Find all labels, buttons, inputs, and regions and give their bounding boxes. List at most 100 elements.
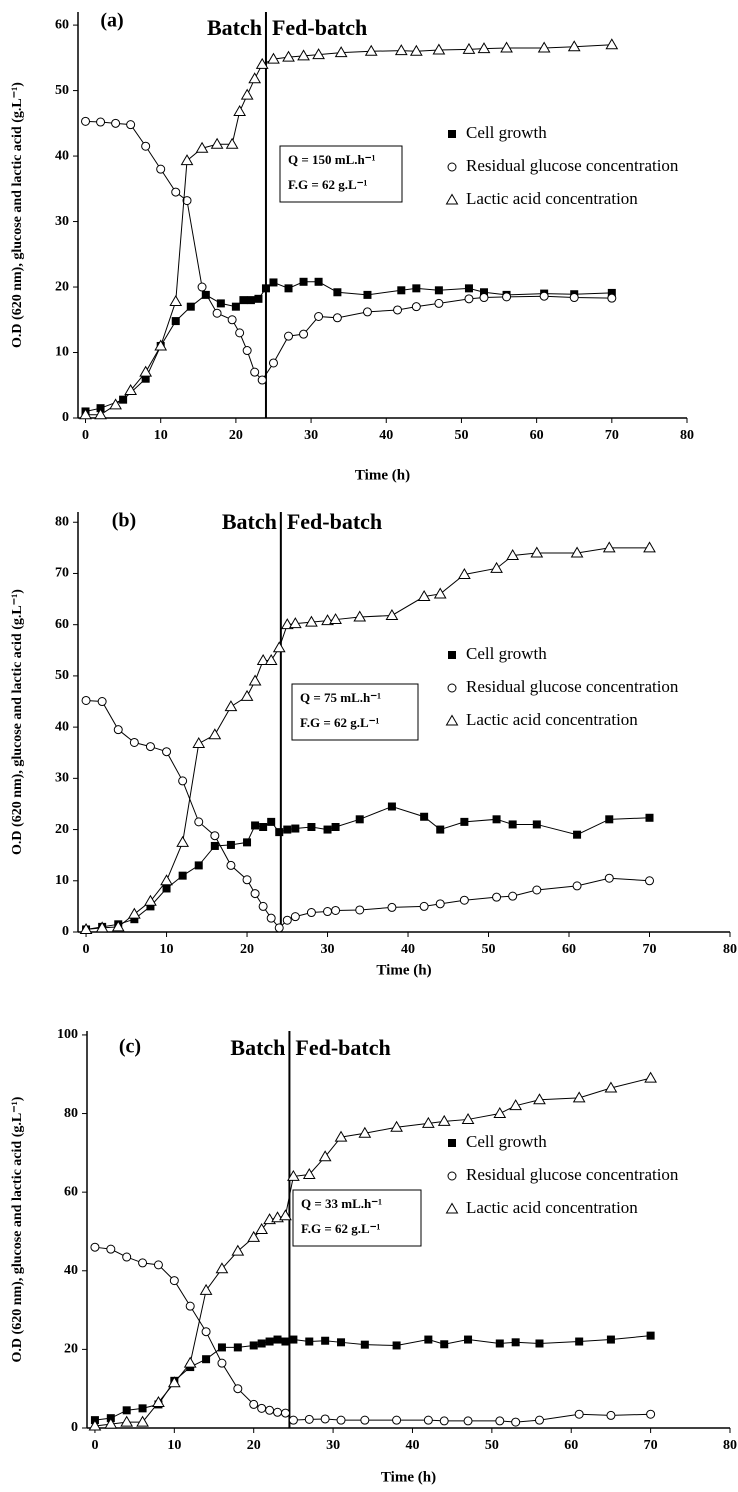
circle-marker	[288, 1415, 298, 1425]
circle-marker	[258, 901, 268, 911]
triangle-marker	[282, 50, 295, 62]
x-tick-label: 80	[680, 428, 694, 443]
x-tick-label: 60	[562, 942, 576, 957]
circle-marker	[463, 1416, 473, 1426]
circle-marker	[129, 737, 139, 747]
square-marker	[239, 296, 248, 305]
square-marker	[392, 1341, 401, 1350]
triangle-marker	[272, 641, 286, 653]
triangle-marker	[120, 1415, 134, 1427]
square-marker	[261, 284, 270, 293]
triangle-marker	[462, 42, 476, 54]
circle-marker	[138, 1258, 148, 1268]
triangle-marker	[167, 1376, 181, 1388]
circle-marker	[122, 1252, 132, 1262]
y-axis-label: O.D (620 nm), glucose and lactic acid (g…	[10, 1096, 25, 1362]
circle-marker	[299, 329, 309, 339]
circle-marker	[153, 1260, 163, 1270]
triangle-marker	[210, 137, 224, 149]
circle-marker	[435, 899, 445, 909]
triangle-marker	[509, 1099, 523, 1111]
square-marker	[323, 825, 332, 834]
triangle-marker	[224, 700, 238, 712]
square-marker	[233, 1343, 242, 1352]
series-line	[85, 805, 650, 930]
x-tick-label: 30	[304, 428, 318, 443]
triangle-marker	[312, 48, 325, 60]
x-tick-label: 70	[605, 428, 619, 443]
series-line	[94, 1246, 651, 1423]
circle-marker	[604, 873, 614, 883]
y-tick-label: 80	[64, 1106, 78, 1121]
triangle-marker	[111, 920, 125, 932]
circle-marker	[273, 1407, 283, 1417]
square-marker	[607, 288, 616, 297]
square-marker	[273, 1335, 282, 1344]
circle-marker	[282, 915, 292, 925]
square-marker	[201, 290, 210, 299]
square-marker	[257, 1339, 266, 1348]
square-marker	[307, 823, 316, 831]
x-tick-label: 10	[154, 428, 168, 443]
square-marker	[246, 296, 255, 305]
y-tick-label: 60	[64, 1184, 78, 1199]
circle-marker	[96, 117, 106, 127]
annotation-text: Q = 33 mL.h⁻¹	[301, 1196, 382, 1211]
circle-marker	[227, 315, 237, 325]
circle-marker	[464, 294, 474, 304]
panel-label: (b)	[112, 510, 136, 532]
square-marker	[265, 1337, 274, 1346]
square-marker	[420, 812, 429, 821]
triangle-marker	[233, 105, 247, 117]
circle-marker	[304, 1414, 314, 1424]
triangle-marker	[240, 689, 254, 701]
circle-marker	[423, 1415, 433, 1425]
circle-marker	[242, 875, 252, 885]
triangle-marker	[530, 546, 544, 558]
circle-marker	[97, 697, 107, 707]
triangle-marker	[240, 88, 254, 100]
triangle-marker	[305, 615, 318, 627]
square-marker	[645, 813, 654, 822]
x-tick-label: 0	[83, 942, 90, 957]
panel-label: (c)	[119, 1036, 141, 1058]
triangle-marker	[225, 137, 239, 149]
x-axis-label: Time (h)	[376, 962, 431, 978]
triangle-marker	[421, 1116, 435, 1128]
square-marker	[440, 1340, 449, 1349]
legend-marker	[448, 1139, 456, 1147]
circle-marker	[645, 876, 655, 886]
square-marker	[281, 1337, 290, 1346]
y-tick-label: 40	[64, 1263, 78, 1278]
y-tick-label: 0	[62, 410, 69, 425]
triangle-marker	[394, 44, 408, 56]
y-tick-label: 10	[55, 873, 69, 888]
legend-marker	[445, 1202, 459, 1214]
fed-batch-label: Fed-batch	[287, 509, 382, 534]
triangle-marker	[267, 52, 280, 64]
legend-label: Lactic acid concentration	[466, 710, 638, 729]
x-tick-label: 60	[564, 1438, 578, 1453]
triangle-marker	[500, 41, 513, 53]
x-tick-label: 80	[723, 942, 737, 957]
batch-label: Batch	[222, 509, 277, 534]
square-marker	[122, 1406, 131, 1415]
x-tick-label: 20	[247, 1438, 261, 1453]
square-marker	[387, 802, 396, 811]
y-axis-label: O.D (620 nm), glucose and lactic acid (g…	[10, 589, 25, 855]
square-marker	[460, 817, 469, 826]
square-marker	[138, 1404, 147, 1413]
circle-marker	[419, 901, 429, 911]
square-marker	[299, 277, 308, 286]
square-marker	[254, 294, 263, 303]
triangle-marker	[79, 408, 92, 420]
square-marker	[575, 1337, 584, 1346]
square-marker	[162, 884, 171, 893]
circle-marker	[145, 742, 155, 752]
triangle-marker	[176, 835, 190, 847]
x-tick-label: 50	[454, 428, 468, 443]
triangle-marker	[437, 1114, 451, 1126]
annotation-box	[292, 1189, 422, 1247]
legend-label: Residual glucose concentration	[466, 156, 679, 175]
